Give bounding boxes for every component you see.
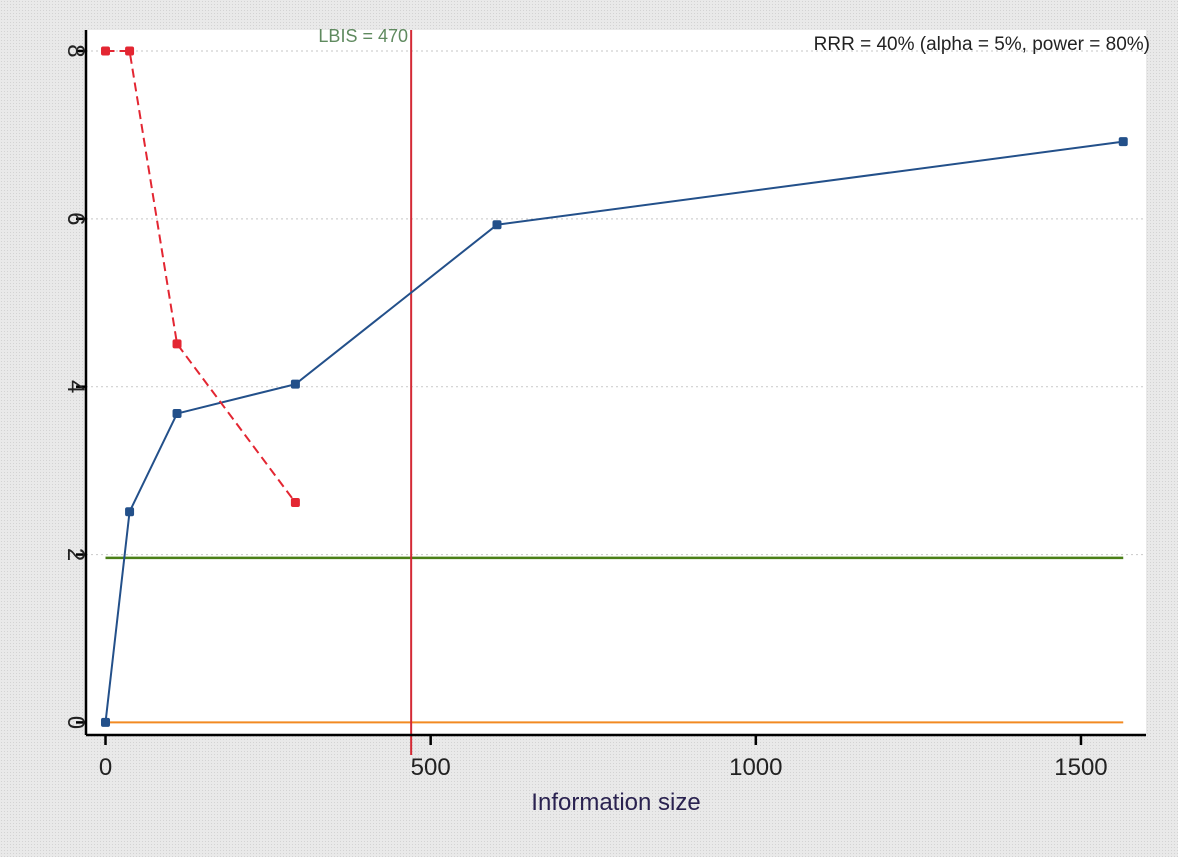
series-point-0-3 [290,379,300,389]
series-layer [101,46,1128,727]
x-axis-title: Information size [531,789,700,816]
series-point-1-1 [125,46,135,56]
x-tick-label: 500 [411,754,451,781]
y-tick-label: 4 [62,380,89,393]
x-tick-label: 0 [99,754,112,781]
annotations: LBIS = 470 RRR = 40% (alpha = 5%, power … [318,26,1150,816]
rrr-label: RRR = 40% (alpha = 5%, power = 80%) [814,34,1150,55]
series-point-1-2 [172,339,182,349]
series-point-1-3 [290,498,300,508]
grid-lines [86,50,1146,556]
series-point-1-0 [101,46,111,56]
lbis-label: LBIS = 470 [318,26,408,46]
series-point-0-4 [492,220,502,230]
axes: 0 2 4 6 8 0 500 1000 1500 [62,30,1146,781]
x-tick-label: 1500 [1054,754,1107,781]
series-point-0-1 [125,507,135,517]
series-point-0-5 [1118,137,1128,147]
y-tick-label: 0 [62,716,89,729]
series-point-0-0 [101,717,111,727]
series-point-0-2 [172,409,182,419]
x-tick-label: 1000 [729,754,782,781]
y-tick-label: 6 [62,212,89,225]
series-line-0 [104,140,1124,723]
reference-lines [105,30,1124,755]
plot-area [86,30,1146,735]
series-line-1 [105,49,297,504]
y-tick-label: 8 [62,44,89,57]
y-tick-label: 2 [62,548,89,561]
